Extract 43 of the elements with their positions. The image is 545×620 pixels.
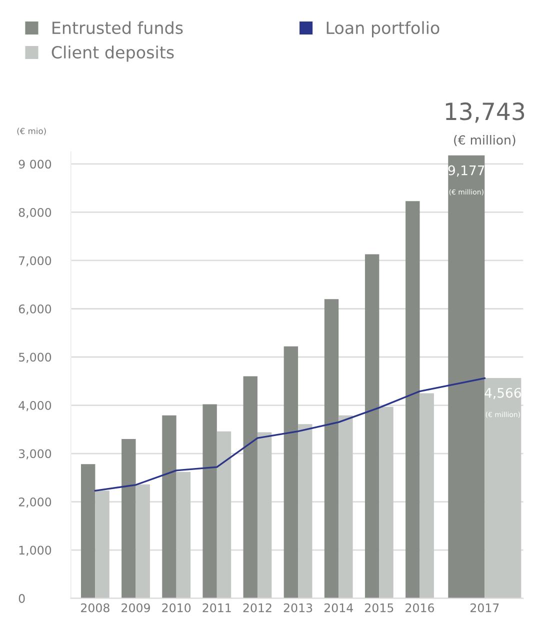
bar (298, 424, 312, 598)
x-tick-label: 2016 (406, 603, 434, 612)
y-tick-label: 5,000 (18, 352, 52, 363)
y-axis-title: (€ mio) (17, 128, 46, 136)
y-tick-label: 2,000 (18, 498, 52, 508)
legend-label: Entrusted funds (52, 21, 183, 34)
y-tick-label: 7,000 (19, 256, 52, 266)
x-tick-label: 2013 (284, 603, 312, 612)
bar (420, 393, 434, 598)
x-tick-label: 2014 (324, 603, 353, 612)
bar (257, 432, 272, 598)
bar (379, 406, 394, 598)
y-tick-label: 8,000 (18, 208, 52, 218)
legend-label: Loan portfolio (326, 21, 440, 38)
y-tick-label: 0 (18, 594, 25, 603)
bar (136, 484, 150, 598)
y-tick-label: 3,000 (18, 449, 52, 460)
bar (80, 464, 96, 598)
annotation: 13,743 (€ million) (446, 102, 524, 146)
y-tick-label: 4,000 (18, 400, 52, 412)
bar (202, 404, 217, 598)
bar (122, 439, 136, 598)
y-tick-label: 6,000 (18, 304, 52, 315)
bar (364, 254, 380, 598)
bar (406, 201, 420, 598)
bar (324, 299, 339, 598)
x-tick-label: 2009 (122, 603, 150, 612)
bar (162, 415, 176, 598)
legend-label: Client deposits (52, 46, 174, 62)
x-tick-label: 2011 (202, 603, 231, 612)
bar (284, 346, 298, 598)
y-tick-label: 9 000 (18, 160, 52, 169)
x-tick-label: 2015 (365, 603, 394, 612)
bar (338, 415, 353, 598)
bar (216, 431, 232, 598)
x-tick-label: 2017 (470, 603, 499, 612)
bar (95, 490, 110, 598)
x-tick-label: 2012 (243, 603, 272, 612)
x-tick-label: 2008 (81, 603, 110, 612)
y-tick-label: 1,000 (19, 546, 52, 556)
bar (243, 376, 258, 598)
x-tick-label: 2010 (162, 603, 191, 612)
bar (176, 472, 191, 598)
